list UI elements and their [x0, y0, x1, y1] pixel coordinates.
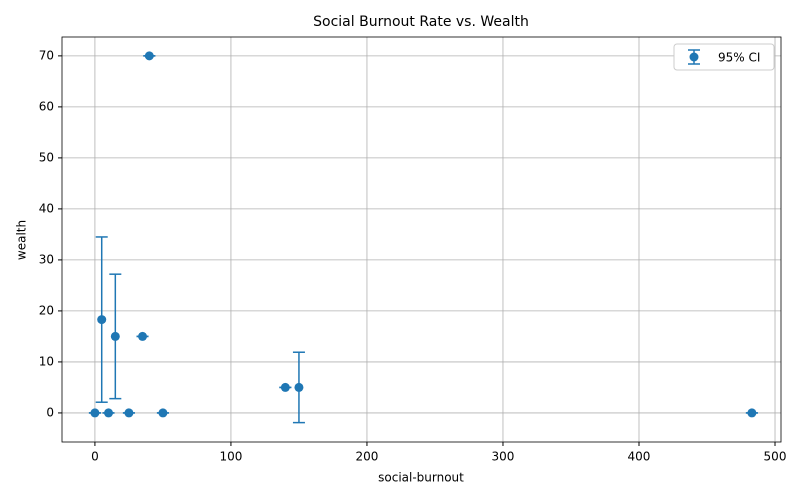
y-tick-label: 30	[39, 252, 54, 266]
x-tick-label: 100	[219, 450, 242, 464]
point	[90, 408, 100, 418]
y-tick-label: 50	[39, 150, 54, 164]
legend-label: 95% CI	[718, 51, 760, 65]
point	[97, 315, 107, 325]
x-tick-label: 400	[628, 450, 651, 464]
point	[144, 51, 154, 61]
x-axis-label: social-burnout	[378, 471, 464, 485]
point	[294, 382, 304, 392]
x-tick-label: 0	[91, 450, 99, 464]
y-tick-label: 40	[39, 201, 54, 215]
y-tick-label: 20	[39, 303, 54, 317]
y-tick-label: 60	[39, 99, 54, 113]
x-tick-label: 200	[356, 450, 379, 464]
point	[104, 408, 114, 418]
y-axis-label: wealth	[15, 220, 29, 260]
point	[158, 408, 168, 418]
legend-swatch	[689, 52, 699, 62]
point	[280, 382, 290, 392]
chart-title: Social Burnout Rate vs. Wealth	[313, 14, 529, 30]
point	[138, 331, 148, 341]
y-tick-label: 0	[46, 405, 54, 419]
y-tick-label: 70	[39, 48, 54, 62]
y-tick-label: 10	[39, 354, 54, 368]
x-tick-label: 500	[764, 450, 787, 464]
point	[124, 408, 134, 418]
point	[747, 408, 757, 418]
x-tick-label: 300	[492, 450, 515, 464]
plot-frame	[61, 36, 782, 443]
point	[110, 331, 120, 341]
